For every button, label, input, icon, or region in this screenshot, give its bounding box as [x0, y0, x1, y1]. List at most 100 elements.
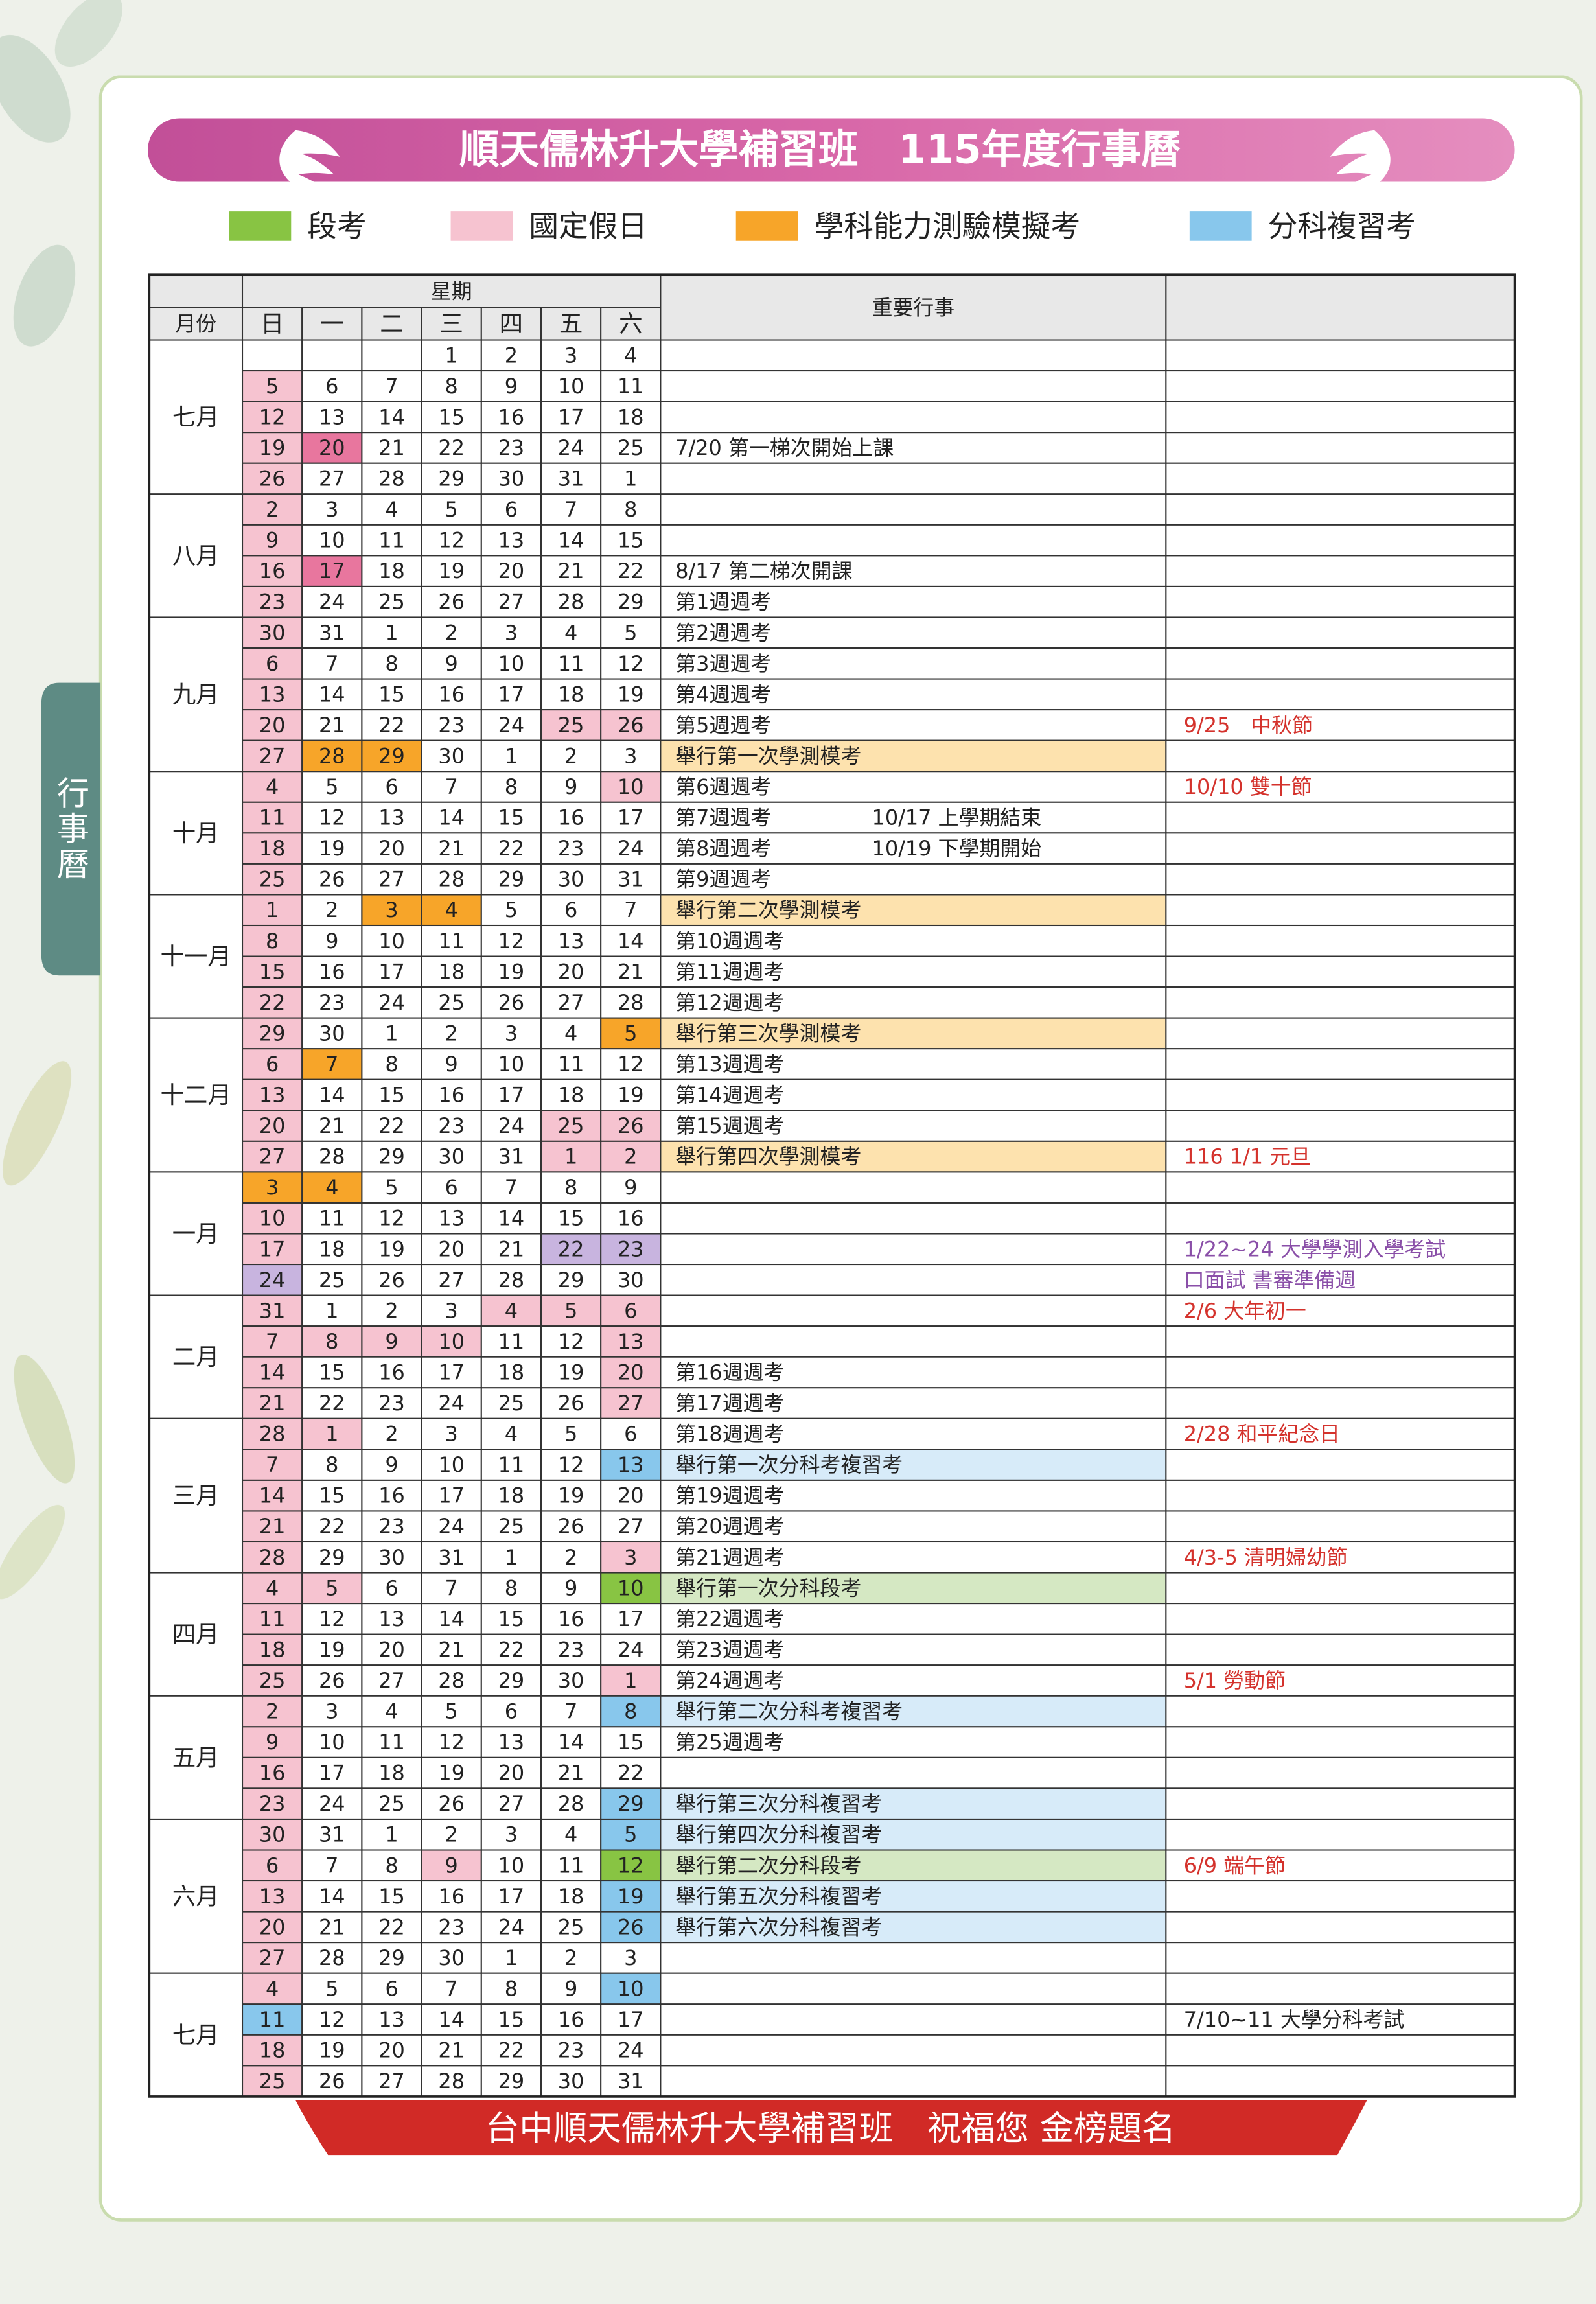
day-number: 22 — [378, 713, 405, 738]
day-number: 1 — [325, 1298, 338, 1323]
note-cell — [1165, 1756, 1516, 1789]
day-number: 22 — [618, 559, 644, 583]
day-number: 21 — [259, 1514, 286, 1539]
day-cell — [480, 1911, 542, 1944]
day-number: 8 — [325, 1329, 338, 1354]
event-text: 舉行第二次學測模考 — [675, 898, 861, 922]
day-number: 9 — [505, 374, 518, 399]
legend-label: 分科複習考 — [1268, 209, 1416, 243]
day-cell — [241, 771, 303, 803]
day-cell — [361, 524, 422, 557]
note-cell — [1165, 1726, 1516, 1758]
day-number: 13 — [498, 528, 525, 553]
day-cell — [301, 739, 363, 773]
note-cell — [1165, 2003, 1516, 2036]
day-number: 14 — [319, 1884, 345, 1909]
note-cell — [1165, 1048, 1516, 1080]
day-cell — [421, 739, 482, 773]
note-cell — [1165, 1387, 1516, 1419]
day-number: 2 — [325, 898, 338, 922]
day-cell — [301, 2034, 363, 2067]
event-text: 舉行第二次分科考複習考 — [675, 1699, 903, 1724]
day-cell — [480, 832, 542, 865]
event-text: 舉行第三次分科複習考 — [675, 1791, 882, 1816]
day-number: 5 — [325, 774, 338, 799]
day-cell — [540, 339, 602, 372]
day-number: 31 — [319, 1822, 345, 1847]
day-number: 20 — [498, 1761, 525, 1786]
note-cell — [1165, 739, 1516, 773]
event-text: 舉行第六次分科複習考 — [675, 1914, 882, 1939]
day-cell — [241, 1911, 303, 1944]
day-number: 15 — [378, 682, 405, 706]
weekday-label: 六 — [619, 310, 642, 338]
day-number: 25 — [378, 590, 405, 614]
day-number: 24 — [378, 990, 405, 1015]
day-number: 20 — [378, 2038, 405, 2063]
event-text: 第17週週考 — [675, 1391, 784, 1415]
day-cell — [421, 955, 482, 988]
day-cell — [421, 1942, 482, 1974]
day-cell — [600, 894, 662, 927]
day-number: 19 — [618, 1884, 644, 1909]
day-number: 26 — [558, 1514, 584, 1539]
day-cell — [241, 1233, 303, 1266]
day-number: 19 — [618, 1083, 644, 1108]
day-number: 29 — [378, 1145, 405, 1169]
day-number: 15 — [438, 404, 465, 429]
day-cell — [600, 1603, 662, 1635]
event-text: 舉行第四次分科複習考 — [675, 1822, 882, 1847]
day-cell — [241, 1110, 303, 1142]
day-number: 28 — [319, 1946, 345, 1970]
day-number: 17 — [438, 1484, 465, 1508]
day-number: 3 — [624, 743, 637, 768]
day-cell — [361, 801, 422, 834]
day-number: 2 — [505, 343, 518, 367]
note-cell — [1165, 894, 1516, 927]
event-text: 第2週週考 — [675, 620, 771, 645]
day-cell — [540, 647, 602, 680]
day-cell — [301, 1972, 363, 2005]
day-number: 17 — [558, 404, 584, 429]
event-cell — [660, 1880, 1167, 1913]
day-number: 5 — [445, 1699, 458, 1724]
title: 順天儒林升大學補習班 115年度行事曆 — [459, 126, 1181, 172]
day-number: 30 — [259, 1822, 286, 1847]
day-cell — [301, 1479, 363, 1512]
day-number: 8 — [266, 929, 279, 953]
day-number: 25 — [259, 867, 286, 892]
event-text: 第25週週考 — [675, 1730, 784, 1754]
day-cell — [421, 1110, 482, 1142]
day-cell — [600, 771, 662, 803]
day-number: 21 — [438, 1637, 465, 1662]
day-cell — [361, 739, 422, 773]
day-cell — [600, 1911, 662, 1944]
day-cell — [480, 647, 542, 680]
day-number: 1 — [266, 898, 279, 922]
note-cell — [1165, 493, 1516, 526]
day-number: 10 — [618, 774, 644, 799]
day-number: 31 — [259, 1298, 286, 1323]
day-number: 31 — [438, 1545, 465, 1570]
day-cell — [540, 1140, 602, 1173]
day-number: 18 — [558, 1083, 584, 1108]
day-number: 10 — [438, 1329, 465, 1354]
day-number: 7 — [325, 651, 338, 676]
day-cell — [301, 771, 363, 803]
day-number: 24 — [438, 1391, 465, 1415]
day-number: 13 — [438, 1206, 465, 1231]
day-number: 10 — [498, 1853, 525, 1878]
day-cell — [361, 2034, 422, 2067]
day-number: 5 — [325, 1576, 338, 1600]
day-number: 16 — [558, 806, 584, 830]
month-name: 九月 — [172, 681, 220, 708]
day-number: 31 — [558, 467, 584, 491]
day-number: 20 — [378, 836, 405, 861]
day-number: 5 — [325, 1976, 338, 2001]
note-cell — [1165, 1633, 1516, 1666]
day-number: 12 — [618, 1853, 644, 1878]
day-number: 1 — [385, 1822, 398, 1847]
event-text: 第3週週考 — [675, 651, 771, 676]
event-cell — [660, 1017, 1167, 1050]
day-cell — [361, 1818, 422, 1851]
